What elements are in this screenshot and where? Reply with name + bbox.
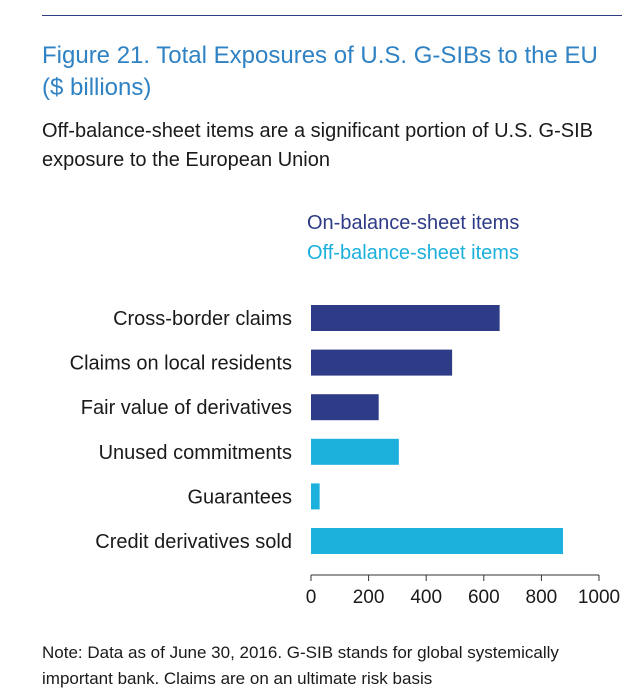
x-tick-label: 400 — [410, 587, 442, 608]
top-rule — [42, 15, 622, 16]
category-label: Guarantees — [187, 486, 292, 508]
x-tick-label: 800 — [526, 587, 558, 608]
x-tick-label: 1000 — [578, 587, 620, 608]
x-tick-label: 0 — [306, 587, 317, 608]
bar-unused-commitments — [311, 438, 399, 465]
bar-credit-derivatives-sold — [311, 528, 563, 554]
bar-cross-border-claims — [311, 305, 500, 331]
category-label: Fair value of derivatives — [81, 397, 292, 419]
bar-chart: Cross-border claims Claims on local resid… — [70, 305, 620, 608]
category-label: Claims on local residents — [70, 353, 292, 375]
legend-on-balance: On-balance-sheet items — [307, 212, 520, 234]
x-tick-label: 600 — [468, 587, 500, 608]
category-label: Credit derivatives sold — [95, 531, 292, 553]
bar-fair-value-of-derivatives — [311, 394, 379, 421]
chart-note: Note: Data as of June 30, 2016. G-SIB st… — [42, 643, 559, 688]
legend-off-balance: Off-balance-sheet items — [307, 242, 519, 264]
figure-title: Figure 21. Total Exposures of U.S. G-SIB… — [42, 42, 598, 101]
x-tick-label: 200 — [353, 587, 385, 608]
category-label: Cross-border claims — [113, 308, 292, 330]
figure-subtitle: Off-balance-sheet items are a significan… — [42, 120, 593, 171]
bar-guarantees — [311, 483, 320, 510]
category-label: Unused commitments — [99, 442, 292, 464]
chart-legend: On-balance-sheet items Off-balance-sheet… — [307, 208, 519, 268]
bar-claims-on-local-residents — [311, 349, 453, 376]
